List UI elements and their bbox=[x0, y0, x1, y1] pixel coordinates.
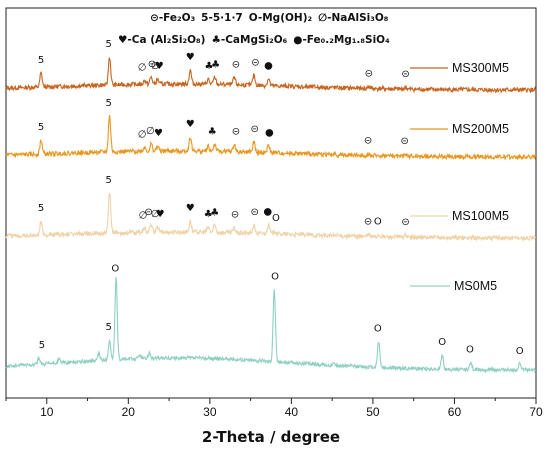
phase-marker: ♥ bbox=[154, 128, 163, 139]
legend-row: ⊝-Fe₂O₃ 5-5·1·7 O-Mg(OH)₂ ∅-NaAlSi₃O₈ bbox=[150, 12, 389, 24]
phase-marker: ∅ bbox=[138, 129, 147, 140]
phase-marker: ⊝ bbox=[250, 207, 258, 218]
legend-text: -Ca (Al₂Si₂O₈) bbox=[127, 34, 205, 46]
x-axis: 10 20 30 40 50 60 70 bbox=[5, 398, 543, 419]
series-label: MS100M5 bbox=[452, 209, 509, 223]
legend-symbol: ♥ bbox=[118, 34, 127, 46]
phase-marker: ♣ bbox=[211, 59, 220, 70]
legend-text: -Mg(OH)₂ bbox=[258, 12, 313, 24]
phase-marker: ♥ bbox=[186, 203, 195, 214]
x-tick-label: 40 bbox=[285, 405, 299, 419]
x-tick-label: 60 bbox=[448, 405, 462, 419]
legend-text: -CaMgSi₂O₆ bbox=[221, 34, 288, 46]
x-tick-label: 30 bbox=[203, 405, 217, 419]
phase-marker: 5 bbox=[38, 203, 44, 214]
phase-marker: ∅ bbox=[151, 209, 160, 220]
phase-marker: ⊝ bbox=[251, 57, 259, 68]
phase-marker: ♥ bbox=[156, 209, 165, 220]
marker-layer: 55∅ ⊝∅♥♥♣♣ ⊝ ⊝ ●⊝ ⊝55∅ ∅ ♥♥♣ ⊝ ⊝ ●⊝ ⊝55∅⊝∅♥♥♣♣ ⊝ ⊝ ●O ⊝… bbox=[38, 39, 524, 357]
legend-row: ♥-Ca (Al₂Si₂O₈) ♣-CaMgSi₂O₆ ●-Fe₀.₂Mg₁.₈Si… bbox=[118, 34, 390, 46]
phase-marker: ♥ bbox=[186, 119, 195, 130]
phase-marker: ⊝ bbox=[364, 136, 372, 147]
phase-marker: ♣ bbox=[210, 207, 219, 218]
phase-marker: ⊝ bbox=[364, 217, 372, 228]
phase-marker: ● bbox=[265, 128, 274, 139]
legend-symbol: 5 bbox=[201, 12, 208, 24]
legend-symbol: ∅ bbox=[318, 12, 327, 24]
phase-marker: ♣ bbox=[205, 61, 214, 72]
x-tick-label: 20 bbox=[122, 405, 136, 419]
phase-marker: ⊝ bbox=[148, 59, 156, 70]
phase-marker: ⊝ bbox=[401, 136, 409, 147]
phase-marker: ♣ bbox=[208, 126, 217, 137]
phase-marker: ⊝ bbox=[232, 127, 240, 138]
phase-marker: 5 bbox=[106, 175, 112, 186]
legend-text: -Fe₂O₃ bbox=[159, 12, 196, 24]
phase-marker: O bbox=[271, 272, 279, 283]
series-label: MS300M5 bbox=[452, 61, 509, 75]
x-tick-label: 10 bbox=[40, 405, 54, 419]
series-label: MS200M5 bbox=[452, 122, 509, 136]
x-tick-label: 70 bbox=[529, 405, 543, 419]
x-tick-label: 50 bbox=[366, 405, 380, 419]
phase-marker: ∅ bbox=[151, 61, 160, 72]
legend: ⊝-Fe₂O₃ 5-5·1·7 O-Mg(OH)₂ ∅-NaAlSi₃O₈ ♥-Ca (… bbox=[118, 12, 390, 46]
series-line bbox=[5, 57, 537, 94]
phase-marker: ⊝ bbox=[250, 124, 258, 135]
phase-marker: O bbox=[374, 323, 382, 334]
legend-symbol: ⊝ bbox=[150, 12, 159, 24]
phase-marker: ∅ bbox=[146, 126, 155, 137]
phase-marker: ⊝ bbox=[365, 69, 373, 80]
legend-symbol: O bbox=[249, 12, 258, 24]
phase-marker: ♥ bbox=[186, 52, 195, 63]
series-line bbox=[5, 192, 537, 242]
legend-text: -Fe₀.₂Mg₁.₈SiO₄ bbox=[302, 34, 390, 46]
series-line bbox=[5, 277, 537, 374]
legend-symbol: ♣ bbox=[211, 34, 220, 46]
phase-marker: ● bbox=[264, 61, 273, 72]
phase-marker: 5 bbox=[38, 55, 44, 66]
phase-marker: O bbox=[438, 337, 446, 348]
series-layer bbox=[5, 57, 537, 374]
phase-marker: 5 bbox=[106, 322, 112, 333]
phase-marker: ♣ bbox=[204, 209, 213, 220]
phase-marker: O bbox=[111, 264, 119, 275]
legend-text: -5·1·7 bbox=[208, 12, 242, 24]
legend-symbol: ● bbox=[293, 34, 302, 46]
phase-marker: 5 bbox=[39, 340, 45, 351]
series-label-layer: MS300M5 MS200M5 MS100M5 MS0M5 bbox=[410, 61, 509, 293]
phase-marker: 5 bbox=[106, 98, 112, 109]
phase-marker: O bbox=[466, 345, 474, 356]
x-axis-label: 2-Theta / degree bbox=[202, 428, 340, 446]
phase-marker: ● bbox=[263, 207, 272, 218]
phase-marker: 5 bbox=[38, 122, 44, 133]
phase-marker: O bbox=[516, 346, 524, 357]
plot-frame bbox=[5, 7, 537, 399]
phase-marker: ⊝ bbox=[401, 217, 409, 228]
phase-marker: ⊝ bbox=[401, 69, 409, 80]
phase-marker: ⊝ bbox=[231, 210, 239, 221]
phase-marker: ∅ bbox=[138, 62, 147, 73]
series-label: MS0M5 bbox=[454, 279, 497, 293]
phase-marker: ⊝ bbox=[232, 60, 240, 71]
phase-marker: O bbox=[374, 217, 382, 228]
phase-marker: ♥ bbox=[155, 61, 164, 72]
phase-marker: ⊝ bbox=[144, 207, 152, 218]
phase-marker: ∅ bbox=[139, 210, 148, 221]
legend-text: -NaAlSi₃O₈ bbox=[327, 12, 389, 24]
phase-marker: 5 bbox=[106, 39, 112, 50]
phase-marker: O bbox=[272, 213, 280, 224]
series-line bbox=[5, 115, 537, 161]
